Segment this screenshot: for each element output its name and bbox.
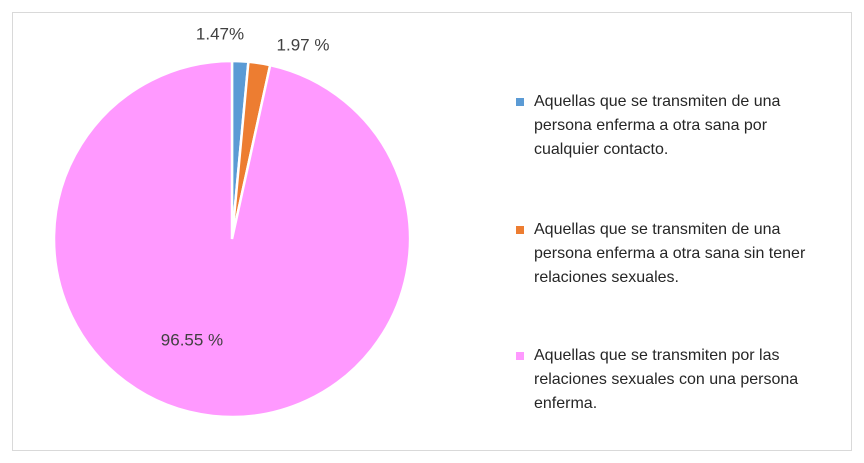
legend-entry: Aquellas que se transmiten de una person… — [516, 90, 836, 162]
pie-slice — [52, 59, 412, 419]
data-label: 1.47% — [196, 24, 244, 43]
legend-swatch — [516, 352, 524, 360]
legend-swatch — [516, 226, 524, 234]
chart-border — [12, 12, 852, 451]
data-label: 96.55 % — [161, 330, 223, 349]
legend-entry: Aquellas que se transmiten de una person… — [516, 218, 836, 290]
legend-label: Aquellas que se transmiten de una person… — [534, 221, 806, 286]
legend-entry: Aquellas que se transmiten por las relac… — [516, 344, 836, 416]
legend-swatch — [516, 98, 524, 106]
legend-label: Aquellas que se transmiten por las relac… — [534, 347, 799, 412]
data-label: 1.97 % — [277, 35, 330, 54]
legend-label: Aquellas que se transmiten de una person… — [534, 93, 781, 158]
